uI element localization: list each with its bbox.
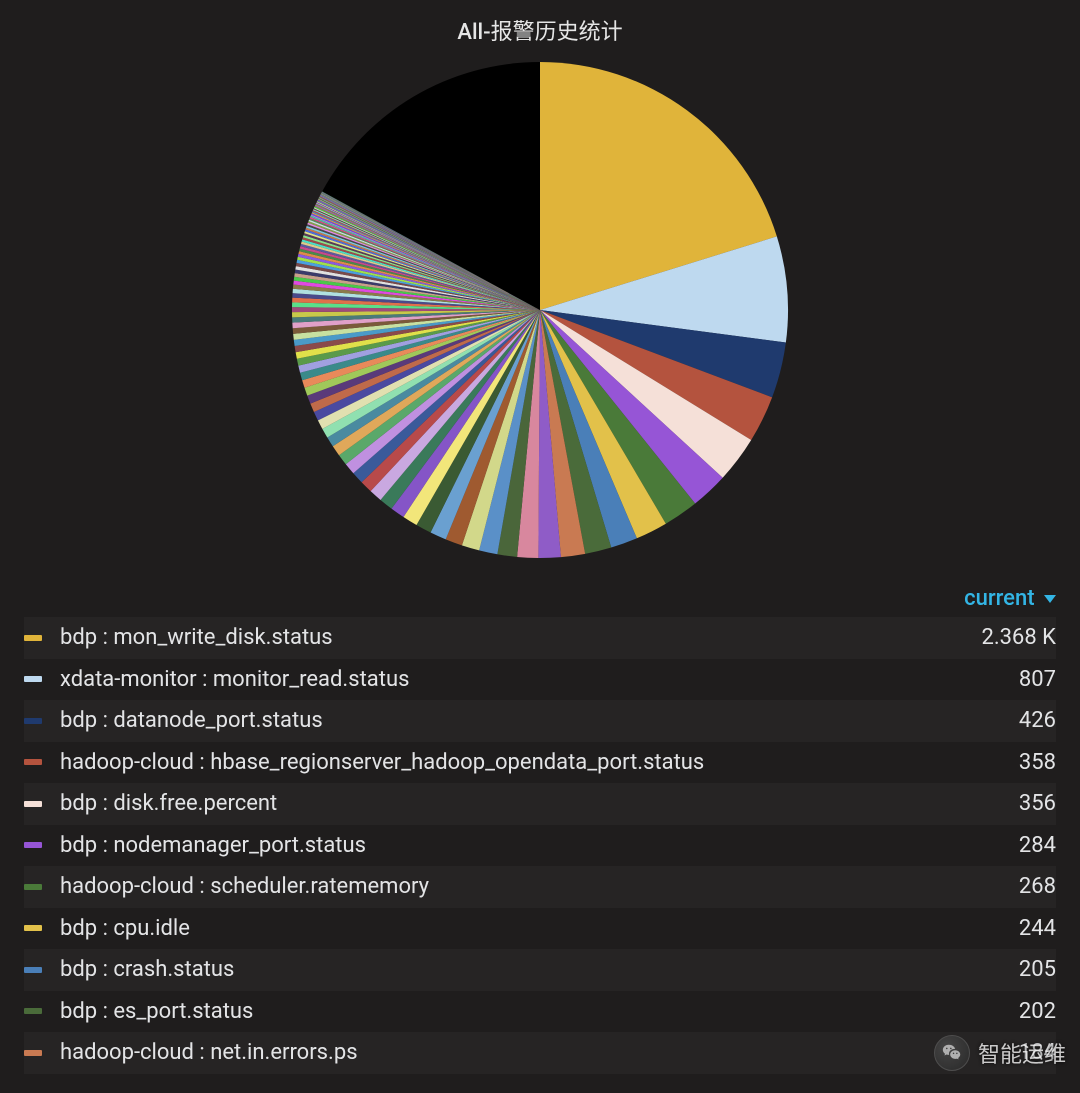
panel-title: All-报警历史统计 bbox=[0, 0, 1080, 54]
legend-sort-header[interactable]: current bbox=[0, 580, 1080, 617]
legend-swatch bbox=[24, 925, 42, 931]
legend-label: bdp : nodemanager_port.status bbox=[60, 833, 1007, 858]
legend-value: 202 bbox=[1007, 999, 1056, 1024]
legend-label: bdp : cpu.idle bbox=[60, 916, 1007, 941]
legend-value: 426 bbox=[1007, 708, 1056, 733]
wechat-icon bbox=[934, 1035, 970, 1071]
legend-value: 356 bbox=[1007, 791, 1056, 816]
legend-table: bdp : mon_write_disk.status2.368 Kxdata-… bbox=[0, 617, 1080, 1074]
legend-label: hadoop-cloud : scheduler.ratememory bbox=[60, 874, 1007, 899]
legend-swatch bbox=[24, 718, 42, 724]
chevron-down-icon bbox=[1044, 595, 1056, 603]
legend-label: xdata-monitor : monitor_read.status bbox=[60, 667, 1007, 692]
legend-value: 268 bbox=[1007, 874, 1056, 899]
legend-row[interactable]: bdp : crash.status205 bbox=[24, 949, 1056, 991]
legend-label: bdp : mon_write_disk.status bbox=[60, 625, 969, 650]
legend-value: 205 bbox=[1007, 957, 1056, 982]
legend-swatch bbox=[24, 676, 42, 682]
legend-label: bdp : disk.free.percent bbox=[60, 791, 1007, 816]
legend-swatch bbox=[24, 635, 42, 641]
legend-swatch bbox=[24, 884, 42, 890]
legend-value: 807 bbox=[1007, 667, 1056, 692]
legend-swatch bbox=[24, 1008, 42, 1014]
watermark: 智能运维 bbox=[934, 1035, 1066, 1071]
legend-swatch bbox=[24, 1050, 42, 1056]
pie-chart bbox=[290, 60, 790, 560]
legend-label: bdp : crash.status bbox=[60, 957, 1007, 982]
watermark-label: 智能运维 bbox=[978, 1037, 1066, 1069]
legend-row[interactable]: xdata-monitor : monitor_read.status807 bbox=[24, 659, 1056, 701]
legend-row[interactable]: hadoop-cloud : net.in.errors.ps184 bbox=[24, 1032, 1056, 1074]
legend-row[interactable]: bdp : cpu.idle244 bbox=[24, 908, 1056, 950]
legend-value: 2.368 K bbox=[969, 625, 1056, 650]
legend-row[interactable]: bdp : datanode_port.status426 bbox=[24, 700, 1056, 742]
legend-sort-label: current bbox=[964, 586, 1034, 611]
legend-value: 284 bbox=[1007, 833, 1056, 858]
legend-label: hadoop-cloud : hbase_regionserver_hadoop… bbox=[60, 750, 1007, 775]
legend-row[interactable]: hadoop-cloud : hbase_regionserver_hadoop… bbox=[24, 742, 1056, 784]
legend-value: 244 bbox=[1007, 916, 1056, 941]
legend-label: bdp : datanode_port.status bbox=[60, 708, 1007, 733]
legend-row[interactable]: bdp : mon_write_disk.status2.368 K bbox=[24, 617, 1056, 659]
legend-label: hadoop-cloud : net.in.errors.ps bbox=[60, 1040, 1007, 1065]
pie-chart-container bbox=[0, 54, 1080, 580]
legend-swatch bbox=[24, 842, 42, 848]
legend-row[interactable]: bdp : es_port.status202 bbox=[24, 991, 1056, 1033]
legend-row[interactable]: bdp : nodemanager_port.status284 bbox=[24, 825, 1056, 867]
legend-row[interactable]: hadoop-cloud : scheduler.ratememory268 bbox=[24, 866, 1056, 908]
legend-swatch bbox=[24, 967, 42, 973]
legend-swatch bbox=[24, 759, 42, 765]
legend-value: 358 bbox=[1007, 750, 1056, 775]
legend-label: bdp : es_port.status bbox=[60, 999, 1007, 1024]
legend-swatch bbox=[24, 801, 42, 807]
legend-row[interactable]: bdp : disk.free.percent356 bbox=[24, 783, 1056, 825]
